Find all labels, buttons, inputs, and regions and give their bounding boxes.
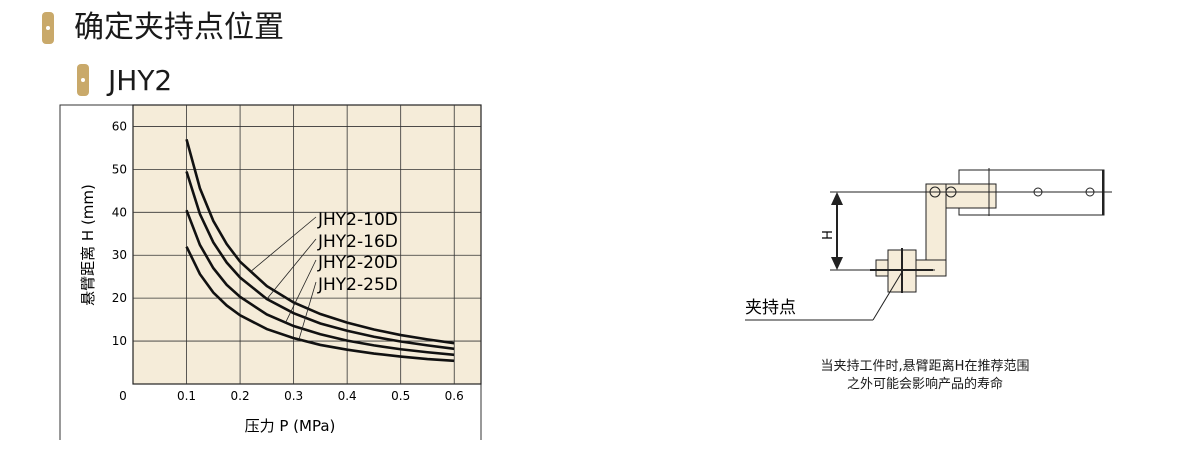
x-tick-label: 0.4 bbox=[338, 389, 357, 403]
note-line-2: 之外可能会影响产品的寿命 bbox=[846, 377, 1003, 392]
x-axis-label: 压力 P (MPa) bbox=[245, 417, 336, 435]
series-line-jhy2-25d bbox=[185, 246, 455, 363]
dimension-label-h: H bbox=[818, 230, 833, 240]
section-title: 确定夹持点位置 bbox=[74, 10, 284, 45]
series-line-jhy2-10d bbox=[185, 138, 455, 345]
y-tick-label: 50 bbox=[112, 162, 127, 176]
legend-label: JHY2-20D bbox=[317, 253, 398, 273]
model-title: JHY2 bbox=[108, 64, 173, 97]
y-tick-label: 40 bbox=[112, 205, 127, 219]
series-line-jhy2-16d bbox=[185, 171, 455, 351]
legend-label: JHY2-10D bbox=[317, 210, 398, 230]
x-tick-label: 0.2 bbox=[231, 389, 250, 403]
legend-leader-line bbox=[250, 216, 317, 272]
legend-label: JHY2-16D bbox=[317, 232, 398, 252]
note-line-1: 当夹持工件时,悬臂距离H在推荐范围 bbox=[820, 359, 1030, 374]
legend-leader-line bbox=[298, 281, 317, 340]
section-bullet-icon bbox=[42, 12, 54, 44]
clamp-point-label: 夹持点 bbox=[745, 298, 796, 318]
legend-leader-line bbox=[285, 259, 317, 323]
hanging-distance-chart: 0 0.1 0.2 0.3 0.4 0.5 0.6 10 20 30 40 50 60 压力 P (MPa… bbox=[59, 104, 482, 440]
y-tick-label: 20 bbox=[112, 291, 127, 305]
y-tick-label: 30 bbox=[112, 248, 127, 262]
series-line-jhy2-20d bbox=[185, 209, 455, 357]
y-tick-label: 60 bbox=[112, 119, 127, 133]
x-tick-label: 0.1 bbox=[177, 389, 196, 403]
x-tick-label: 0.3 bbox=[284, 389, 303, 403]
y-axis-label: 悬臂距离 H (mm) bbox=[79, 184, 97, 306]
x-tick-label: 0.5 bbox=[391, 389, 410, 403]
y-tick-label: 10 bbox=[112, 334, 127, 348]
x-tick-label: 0.6 bbox=[445, 389, 464, 403]
x-tick-label: 0 bbox=[119, 389, 127, 403]
legend-label: JHY2-25D bbox=[317, 275, 398, 295]
model-bullet-icon bbox=[77, 64, 89, 96]
usage-note: 当夹持工件时,悬臂距离H在推荐范围 之外可能会影响产品的寿命 bbox=[760, 358, 1090, 394]
legend-leader-line bbox=[266, 238, 317, 300]
